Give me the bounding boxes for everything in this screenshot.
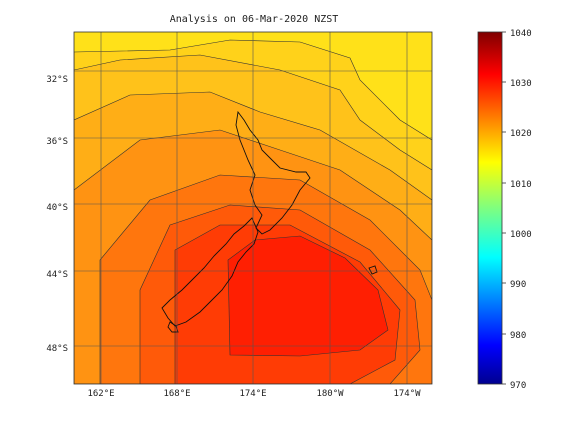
colorbar-label: 1040	[510, 29, 532, 39]
north-island-coast	[235, 110, 311, 235]
map-frame	[73, 31, 433, 385]
lat-label: 48°S	[46, 344, 68, 354]
chatham-islands	[368, 265, 378, 275]
latitude-labels: 32°S 36°S 40°S 44°S 48°S	[46, 75, 68, 354]
colorbar-label: 990	[510, 280, 526, 290]
graticule	[74, 32, 432, 384]
longitude-labels: 162°E 168°E 174°E 180°W 174°W	[87, 389, 421, 399]
lat-label: 32°S	[46, 75, 68, 85]
colorbar-label: 1000	[510, 230, 532, 240]
colorbar-label: 970	[510, 381, 526, 391]
lon-label: 174°E	[239, 389, 266, 399]
colorbar-label: 1010	[510, 180, 532, 190]
colorbar-ticks	[502, 31, 506, 385]
map-title: Analysis on 06-Mar-2020 NZST	[170, 14, 339, 25]
colorbar-labels: 1040 1030 1020 1010 1000 990 980 970	[510, 29, 532, 391]
lat-label: 44°S	[46, 270, 68, 280]
lat-label: 40°S	[46, 203, 68, 213]
colorbar-label: 980	[510, 331, 526, 341]
colorbar	[477, 31, 503, 385]
lat-label: 36°S	[46, 137, 68, 147]
lon-label: 162°E	[87, 389, 114, 399]
stewart-island	[167, 321, 179, 333]
lon-label: 174°W	[393, 389, 421, 399]
colorbar-label: 1020	[510, 129, 532, 139]
lon-label: 168°E	[163, 389, 190, 399]
lon-label: 180°W	[316, 389, 344, 399]
coastline	[161, 110, 378, 333]
south-island-coast	[161, 217, 259, 327]
colorbar-label: 1030	[510, 79, 532, 89]
